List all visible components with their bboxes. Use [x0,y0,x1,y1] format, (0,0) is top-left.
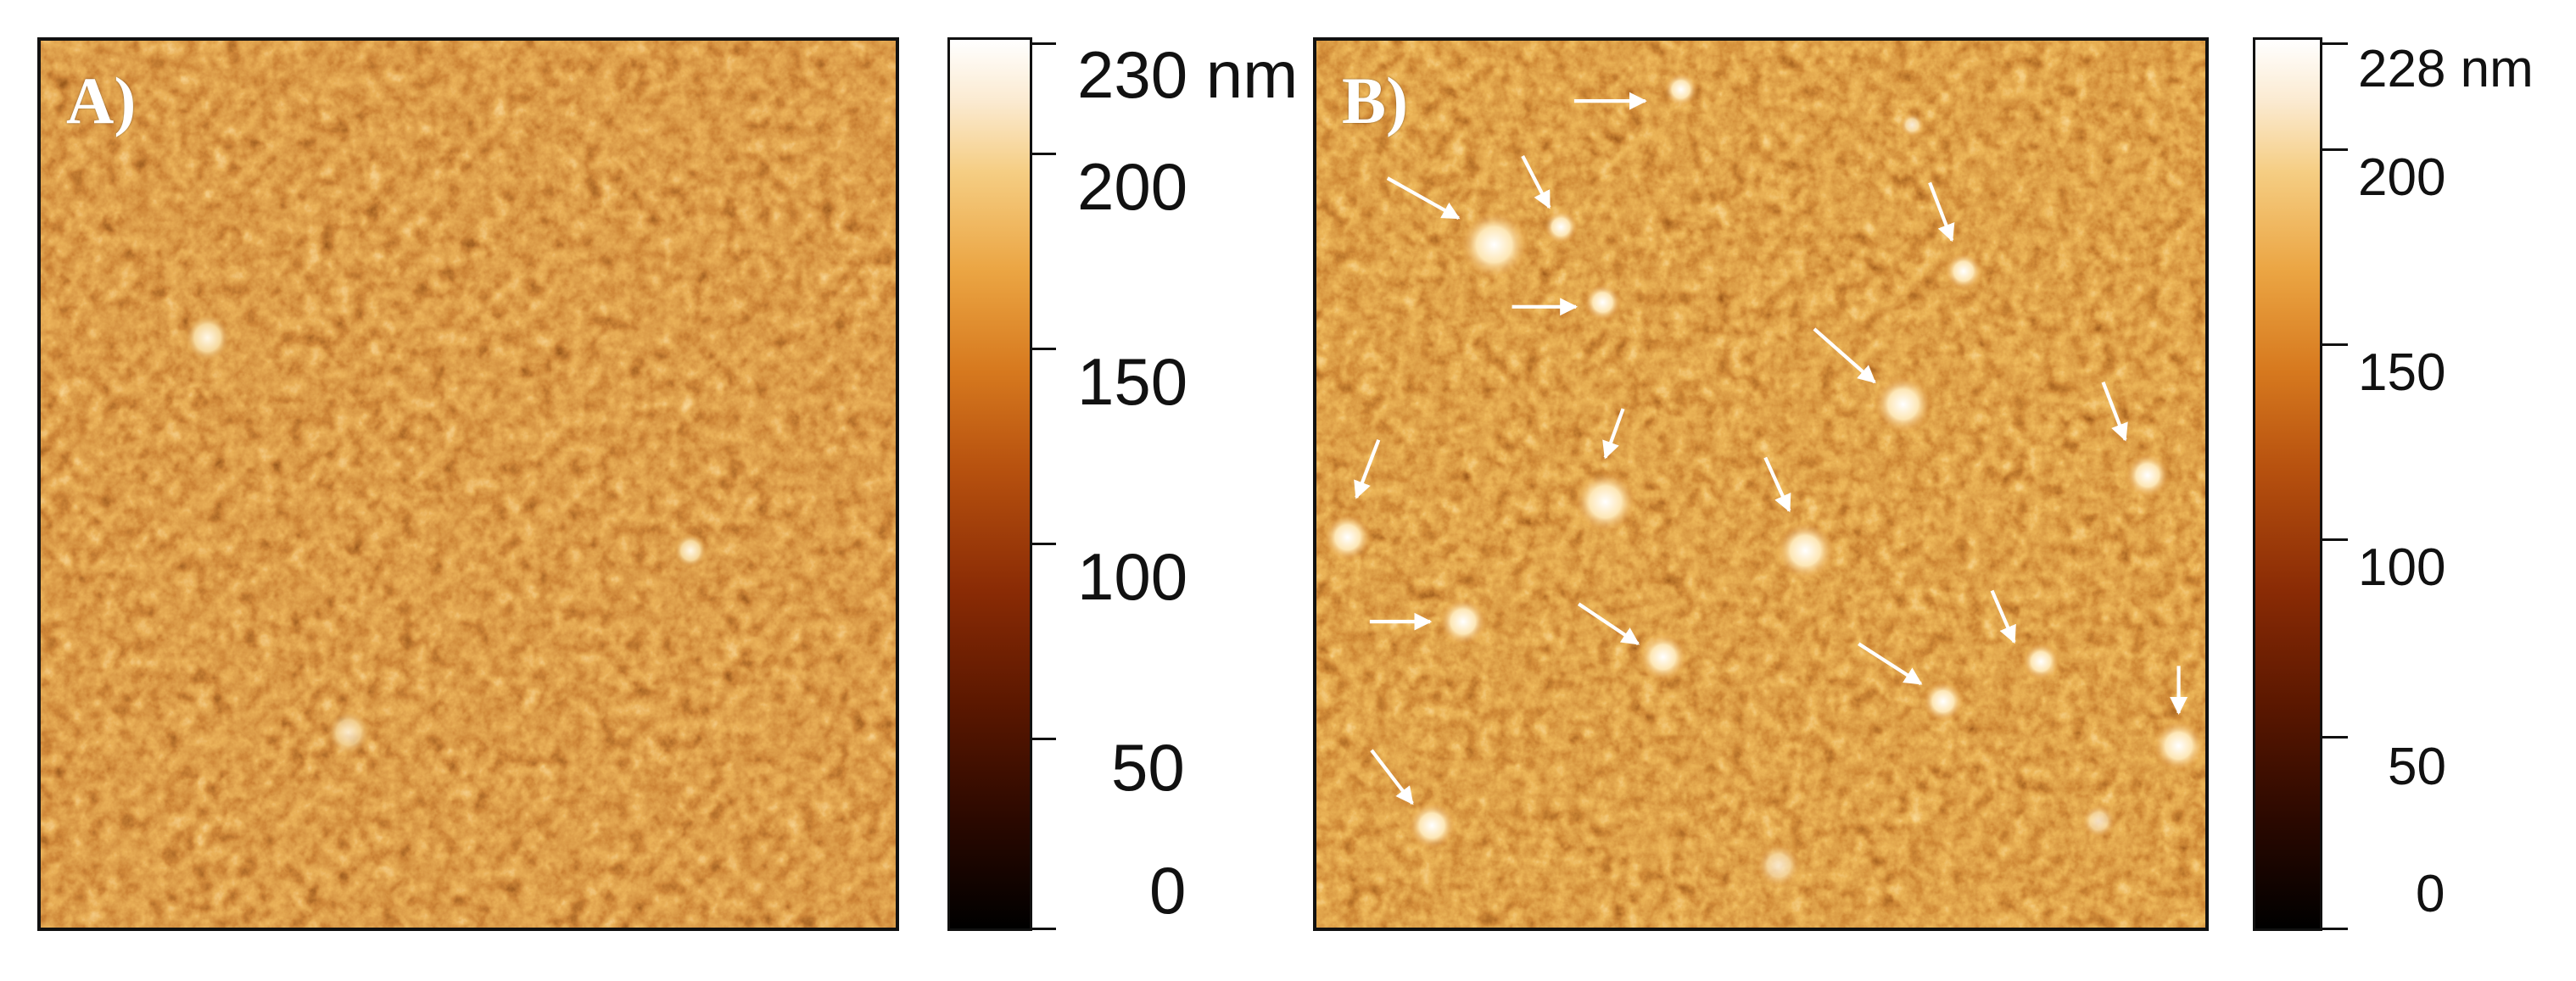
panel-b-label: B) [1342,64,1408,137]
colorbar-b-tick [2322,928,2348,930]
colorbar-a-tick [1032,153,1056,155]
colorbar-b-tick [2322,148,2348,151]
colorbar-a-tick-label: 50 [1111,730,1185,805]
colorbar-b-tick [2322,343,2348,346]
colorbar-a-tick [1032,348,1056,350]
colorbar-b-tick [2322,736,2348,739]
colorbar-a-tick [1032,543,1056,545]
particles-b [1322,71,2205,889]
colorbar-b-tick-label: 100 [2358,538,2446,597]
colorbar-a-tick [1032,42,1056,45]
colorbar-a-tick-label: 100 [1077,539,1188,614]
colorbar-a-tick-label: 150 [1077,344,1188,419]
afm-image-panel-b: B) [1313,37,2209,931]
annotation-arrows-b [1354,92,2188,805]
colorbar-b-max-label: 228 nm [2358,40,2534,98]
colorbar-a-tick-label: 200 [1077,149,1188,224]
colorbar-b-tick-label: 0 [2416,865,2445,923]
colorbar-a-tick-label: 0 [1149,853,1187,928]
colorbar-b-tick-label: 150 [2358,343,2446,402]
colorbar-b-tick-label: 50 [2388,738,2446,796]
colorbar-a [947,37,1032,931]
afm-height-map-a [41,41,896,928]
colorbar-b-tick-label: 200 [2358,148,2446,207]
colorbar-a-tick [1032,738,1056,740]
colorbar-b-tick [2322,538,2348,541]
colorbar-a-max-label: 230 nm [1077,37,1299,112]
colorbar-b [2253,37,2322,931]
afm-height-map-b [1316,41,2205,928]
afm-image-panel-a: A) [37,37,899,931]
colorbar-b-tick [2322,42,2348,45]
colorbar-a-tick [1032,928,1056,930]
panel-a-label: A) [66,64,137,137]
